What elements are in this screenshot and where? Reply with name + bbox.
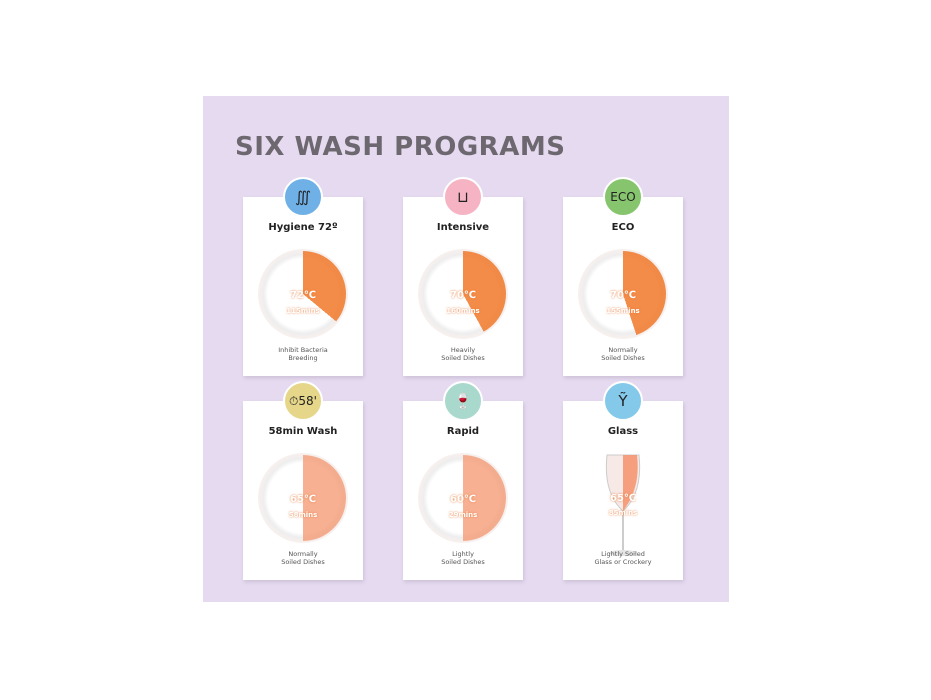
program-name: Hygiene 72º bbox=[268, 222, 338, 233]
program-duration: 85mins bbox=[608, 509, 638, 517]
plate-image bbox=[258, 249, 348, 339]
program-fill bbox=[260, 251, 346, 337]
description-line: Lightly Soiled bbox=[601, 550, 645, 558]
description-line: Lightly bbox=[452, 550, 474, 558]
description-line: Breeding bbox=[288, 354, 318, 362]
program-card: Ỹ Glass 65℃ 85mins Lightly Soiled Glass o… bbox=[563, 381, 683, 580]
program-fill bbox=[260, 455, 346, 541]
program-temperature: 70℃ bbox=[609, 290, 637, 301]
program-fill bbox=[580, 251, 666, 337]
program-card: ∭ Hygiene 72º 72℃ 115mins Inhibit Bacter… bbox=[243, 177, 363, 376]
program-fill bbox=[420, 455, 506, 541]
program-card: ⏱58' 58min Wash 65℃ 58mins Normally Soile… bbox=[243, 381, 363, 580]
description-line: Soiled Dishes bbox=[601, 354, 645, 362]
program-name: Intensive bbox=[436, 222, 490, 233]
program-card: 🍷 Rapid 60℃ 29mins Lightly Soiled Dishes bbox=[403, 381, 523, 580]
description-line: Normally bbox=[608, 346, 638, 354]
program-name: Glass bbox=[607, 426, 639, 437]
plate-image bbox=[258, 453, 348, 543]
steam-plate-icon: ∭ bbox=[283, 177, 323, 217]
timer-58-icon: ⏱58' bbox=[283, 381, 323, 421]
wine-glass-icon: Ỹ bbox=[603, 381, 643, 421]
program-temperature: 60℃ bbox=[449, 494, 477, 505]
program-duration: 155mins bbox=[606, 307, 640, 315]
program-card: ECO ECO 70℃ 155mins Normally Soiled Dishe… bbox=[563, 177, 683, 376]
program-temperature: 72℃ bbox=[289, 290, 317, 301]
description-line: Normally bbox=[288, 550, 318, 558]
program-name: Rapid bbox=[446, 426, 480, 437]
program-fill bbox=[420, 251, 506, 337]
program-description: Heavily Soiled Dishes bbox=[403, 346, 523, 362]
program-description: Lightly Soiled Dishes bbox=[403, 550, 523, 566]
pot-icon: ⊔ bbox=[443, 177, 483, 217]
plate-image bbox=[418, 453, 508, 543]
program-card: ⊔ Intensive 70℃ 160mins Heavily Soiled Di… bbox=[403, 177, 523, 376]
program-duration: 160mins bbox=[446, 307, 480, 315]
wine-glass-image bbox=[605, 454, 641, 556]
program-temperature: 65℃ bbox=[289, 494, 317, 505]
plate-image bbox=[578, 249, 668, 339]
program-temperature: 70℃ bbox=[449, 290, 477, 301]
description-line: Heavily bbox=[450, 346, 476, 354]
program-name: 58min Wash bbox=[268, 426, 338, 437]
program-name: ECO bbox=[611, 222, 635, 233]
program-description: Normally Soiled Dishes bbox=[563, 346, 683, 362]
description-line: Soiled Dishes bbox=[441, 354, 485, 362]
plate-image bbox=[418, 249, 508, 339]
program-duration: 58mins bbox=[288, 511, 318, 519]
program-duration: 29mins bbox=[448, 511, 478, 519]
program-description: Inhibit Bacteria Breeding bbox=[243, 346, 363, 362]
program-duration: 115mins bbox=[286, 307, 320, 315]
glasses-icon: 🍷 bbox=[443, 381, 483, 421]
description-line: Soiled Dishes bbox=[281, 558, 325, 566]
description-line: Glass or Crockery bbox=[594, 558, 652, 566]
page-title: SIX WASH PROGRAMS bbox=[235, 132, 566, 162]
program-description: Lightly Soiled Glass or Crockery bbox=[563, 550, 683, 566]
program-description: Normally Soiled Dishes bbox=[243, 550, 363, 566]
programs-panel: SIX WASH PROGRAMS ∭ Hygiene 72º 72℃ 115m… bbox=[203, 96, 729, 602]
program-temperature: 65℃ bbox=[609, 493, 637, 504]
description-line: Inhibit Bacteria bbox=[278, 346, 328, 354]
description-line: Soiled Dishes bbox=[441, 558, 485, 566]
eco-icon: ECO bbox=[603, 177, 643, 217]
